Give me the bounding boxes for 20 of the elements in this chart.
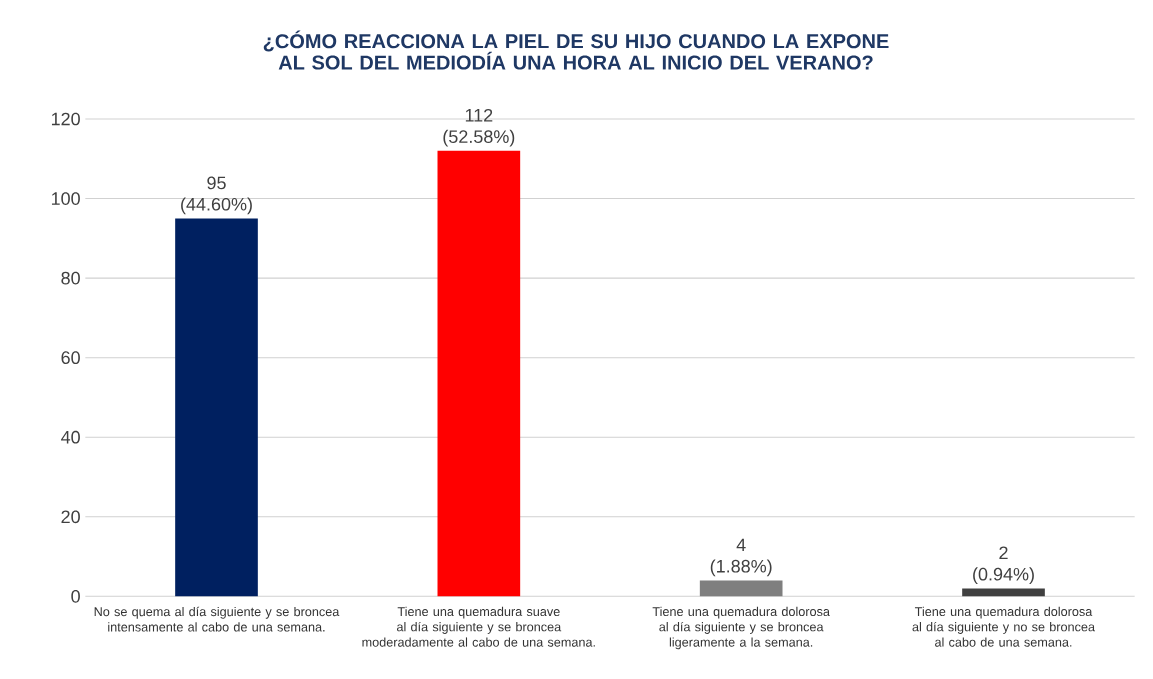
- chart-title: ¿CÓMO REACCIONA LA PIEL DE SU HIJO CUANDO LA EXPONE AL SOL DEL MEDIODÍA UNA HORA AL INICIO DEL VERANO?: [263, 30, 889, 70]
- bar: [699, 580, 783, 597]
- x-tick-label: Tiene una quemadura dolorosa al día siguiente y se broncea ligeramente a la semana.: [652, 606, 830, 650]
- bar: [175, 218, 258, 597]
- y-tick-label: 60: [61, 351, 80, 365]
- y-tick-label: 120: [51, 112, 80, 126]
- data-label: 95 (44.60%): [181, 176, 252, 215]
- x-tick-label: No se quema al día siguiente y se broncea intensamente al cabo de una semana.: [94, 606, 340, 632]
- y-tick-label: 20: [61, 510, 80, 524]
- data-label: 4 (1.88%): [710, 538, 772, 577]
- y-tick-label: 40: [61, 430, 80, 444]
- y-tick-label: 100: [51, 192, 80, 205]
- y-tick-label: 80: [61, 271, 80, 285]
- data-label: 2 (0.94%): [973, 546, 1034, 585]
- data-label: 112 (52.58%): [443, 108, 515, 147]
- bar: [437, 150, 521, 597]
- x-tick-label: Tiene una quemadura dolorosa al día siguiente y no se broncea al cabo de una semana.: [912, 606, 1096, 647]
- y-tick-label: 0: [71, 589, 80, 603]
- x-tick-label: Tiene una quemadura suave al día siguiente y se broncea moderadamente al cabo de una semana.: [362, 606, 595, 647]
- bar: [962, 588, 1045, 597]
